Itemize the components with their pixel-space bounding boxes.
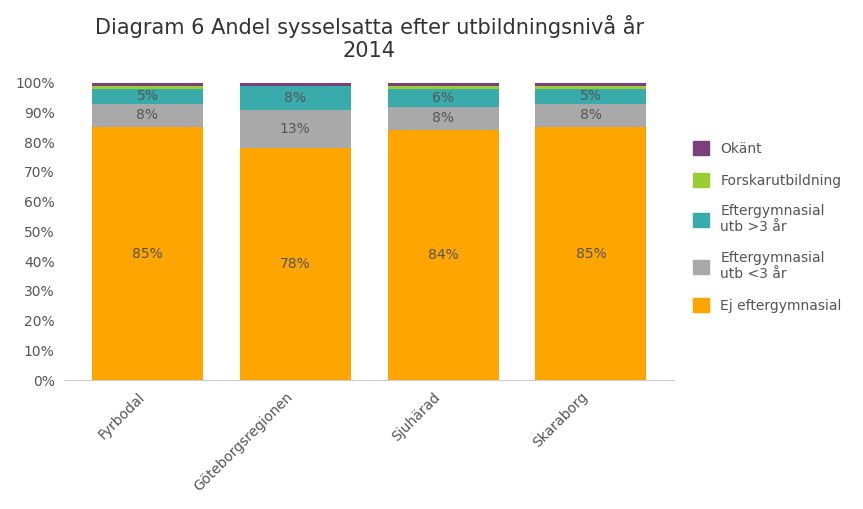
Bar bbox=[536, 86, 646, 89]
Bar bbox=[240, 148, 350, 380]
Bar bbox=[92, 83, 203, 86]
Text: 85%: 85% bbox=[132, 247, 163, 261]
Bar bbox=[240, 83, 350, 86]
Text: 5%: 5% bbox=[136, 89, 158, 103]
Bar bbox=[387, 130, 499, 380]
Text: 8%: 8% bbox=[432, 111, 454, 125]
Text: 8%: 8% bbox=[284, 91, 306, 105]
Text: 5%: 5% bbox=[580, 89, 602, 103]
Title: Diagram 6 Andel sysselsatta efter utbildningsnivå år
2014: Diagram 6 Andel sysselsatta efter utbild… bbox=[95, 15, 644, 61]
Bar bbox=[92, 86, 203, 89]
Bar bbox=[92, 127, 203, 380]
Text: 6%: 6% bbox=[432, 91, 454, 105]
Text: 85%: 85% bbox=[576, 247, 607, 261]
Bar bbox=[92, 89, 203, 104]
Bar bbox=[92, 104, 203, 127]
Bar bbox=[536, 127, 646, 380]
Text: 8%: 8% bbox=[580, 108, 602, 123]
Bar bbox=[536, 89, 646, 104]
Bar bbox=[387, 106, 499, 130]
Text: 8%: 8% bbox=[136, 108, 159, 123]
Text: 13%: 13% bbox=[280, 122, 311, 136]
Bar bbox=[240, 109, 350, 148]
Text: 84%: 84% bbox=[428, 248, 458, 262]
Bar bbox=[387, 83, 499, 86]
Bar bbox=[240, 86, 350, 109]
Text: 78%: 78% bbox=[280, 257, 311, 271]
Bar bbox=[387, 86, 499, 89]
Bar bbox=[536, 104, 646, 127]
Bar bbox=[536, 83, 646, 86]
Legend: Okänt, Forskarutbildning, Eftergymnasial
utb >3 år, Eftergymnasial
utb <3 år, Ej: Okänt, Forskarutbildning, Eftergymnasial… bbox=[687, 136, 847, 318]
Bar bbox=[387, 89, 499, 106]
